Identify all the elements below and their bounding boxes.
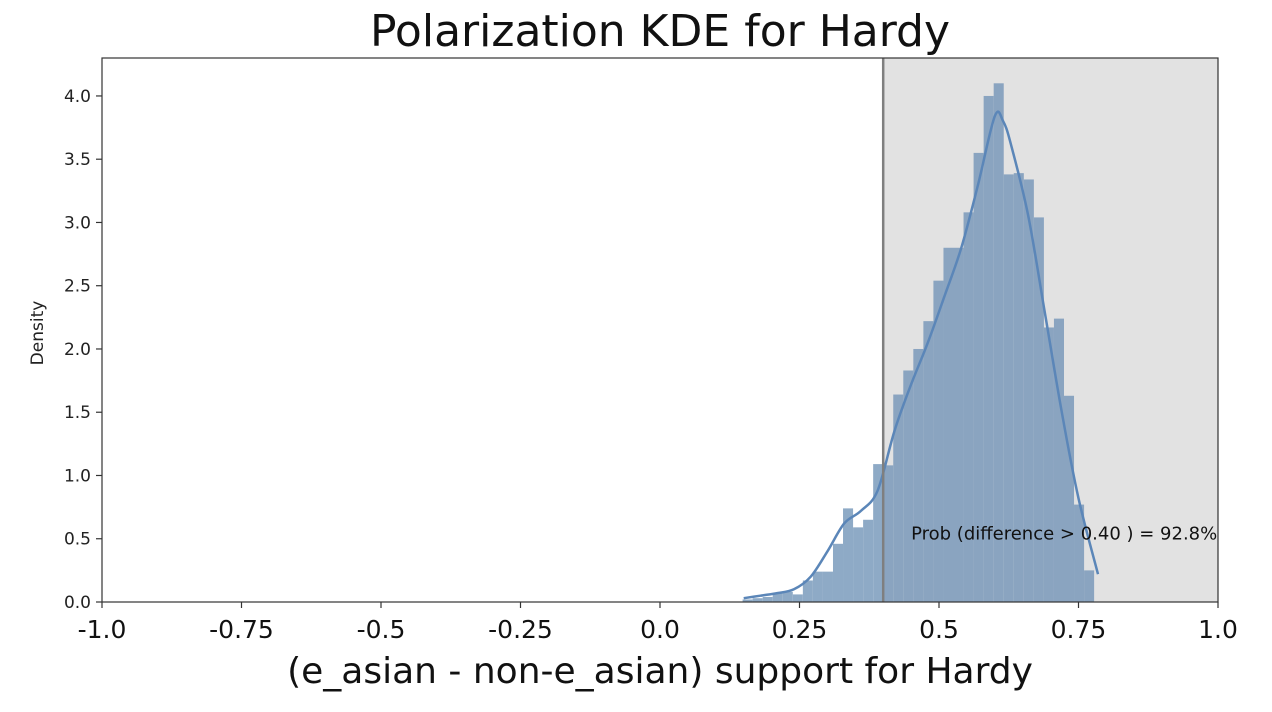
x-tick-label: 0.75: [1051, 615, 1107, 644]
histogram-bar: [983, 95, 994, 602]
x-tick-label: 0.25: [772, 615, 828, 644]
x-tick-label: 1.0: [1198, 615, 1238, 644]
histogram-bar: [913, 348, 924, 602]
kde-curve: [743, 110, 1100, 600]
histogram-bar: [1023, 179, 1034, 602]
histogram-bar: [863, 519, 874, 602]
histogram-bar: [893, 394, 904, 602]
histogram-bar: [822, 571, 833, 602]
histogram-bar: [963, 212, 974, 603]
y-axis-label: Density: [28, 301, 48, 366]
x-tick-label: 0.0: [640, 615, 680, 644]
histogram-bar: [1063, 395, 1075, 602]
x-tick-label: -0.5: [357, 615, 406, 644]
histogram-bar: [883, 465, 894, 602]
histogram-bar: [782, 591, 793, 602]
histogram-bar: [923, 321, 934, 602]
y-tick-label: 4.0: [64, 87, 91, 107]
x-axis-label: (e_asian - non-e_asian) support for Hard…: [287, 651, 1033, 692]
histogram-bar: [873, 464, 884, 602]
x-tick-label: 0.5: [919, 615, 959, 644]
histogram-bars: [742, 83, 1095, 603]
histogram-bar: [762, 596, 773, 602]
histogram-bar: [752, 598, 763, 602]
x-tick-label: -0.75: [209, 615, 274, 644]
histogram-bar: [1084, 570, 1095, 602]
y-tick-label: 2.5: [64, 277, 91, 297]
y-tick-label: 3.0: [64, 213, 91, 233]
histogram-bar: [993, 83, 1004, 603]
histogram-bar: [1074, 504, 1085, 602]
histogram-bar: [933, 280, 944, 602]
histogram-bar: [802, 580, 813, 602]
probability-annotation: Prob (difference > 0.40 ) = 92.8%: [911, 524, 1217, 545]
histogram-bar: [772, 593, 783, 602]
histogram-bar: [973, 152, 984, 602]
histogram-bar: [1033, 217, 1044, 602]
y-tick-label: 0.0: [64, 593, 91, 613]
histogram-bar: [742, 599, 753, 602]
histogram-bar: [953, 247, 964, 602]
histogram-bar: [812, 571, 823, 602]
y-tick-label: 1.0: [64, 466, 91, 486]
histogram-bar: [792, 594, 803, 602]
histogram-bar: [1053, 318, 1064, 602]
histogram-bar: [1043, 327, 1054, 602]
histogram-bar: [943, 247, 954, 602]
x-tick-label: -0.25: [488, 615, 553, 644]
y-tick-label: 0.5: [64, 530, 91, 550]
histogram-bar: [903, 370, 914, 602]
histogram-bar: [843, 508, 854, 602]
x-axis-ticks: -1.0 -0.75 -0.5 -0.25 0.0 0.25 0.5 0.75 1.0: [78, 602, 1238, 644]
y-tick-label: 2.0: [64, 340, 91, 360]
histogram-bar: [832, 543, 844, 602]
histogram-bar: [1003, 174, 1014, 603]
chart-title: Polarization KDE for Hardy: [370, 6, 950, 57]
y-tick-label: 1.5: [64, 403, 91, 423]
histogram-bar: [853, 527, 864, 602]
histogram-bar: [1013, 173, 1024, 602]
x-tick-label: -1.0: [78, 615, 127, 644]
y-tick-label: 3.5: [64, 150, 91, 170]
y-axis-ticks: 0.0 0.5 1.0 1.5 2.0 2.5 3.0 3.5 4.0: [64, 87, 102, 613]
